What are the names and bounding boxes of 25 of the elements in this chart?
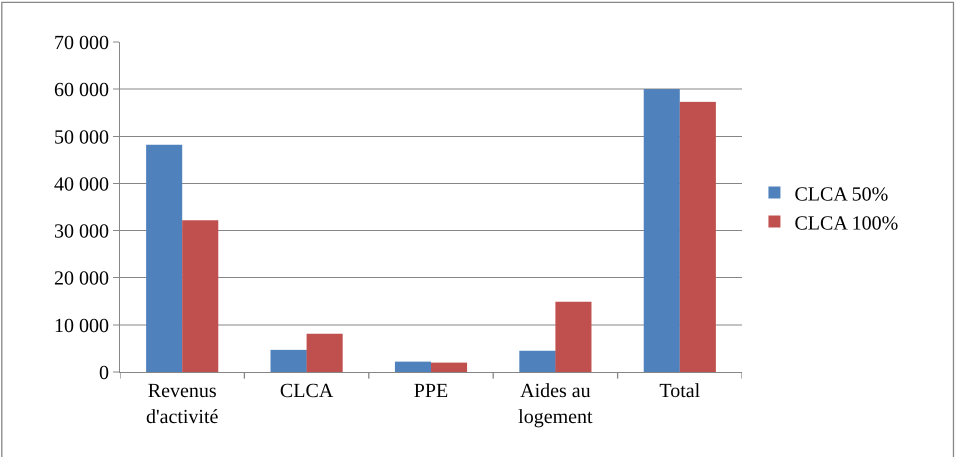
bar: [519, 350, 556, 372]
bar: [680, 102, 716, 372]
bar: [431, 362, 468, 372]
y-tick-label: 50 000: [54, 126, 109, 148]
y-tick-label: 20 000: [54, 268, 109, 290]
bar: [644, 89, 680, 372]
bar: [270, 350, 307, 372]
x-tick-label: PPE: [414, 380, 448, 402]
legend-label: CLCA 100%: [794, 212, 898, 234]
bar: [306, 334, 343, 372]
x-tick-label: Total: [659, 380, 701, 402]
bar: [182, 220, 218, 372]
bar: [146, 144, 182, 372]
x-tick-label: Aides au logement: [518, 380, 594, 428]
y-tick-label: 30 000: [54, 220, 109, 243]
legend-label: CLCA 50%: [794, 183, 888, 206]
bar: [555, 302, 592, 372]
x-tick-label: CLCA: [280, 380, 334, 402]
y-tick-label: 70 000: [54, 32, 109, 54]
y-tick-label: 10 000: [54, 314, 109, 337]
y-tick-label: 0: [99, 362, 109, 384]
bar: [394, 362, 431, 372]
y-tick-label: 60 000: [54, 79, 109, 102]
x-tick-label: Revenus d'activité: [146, 380, 219, 428]
y-tick-label: 40 000: [54, 173, 109, 196]
